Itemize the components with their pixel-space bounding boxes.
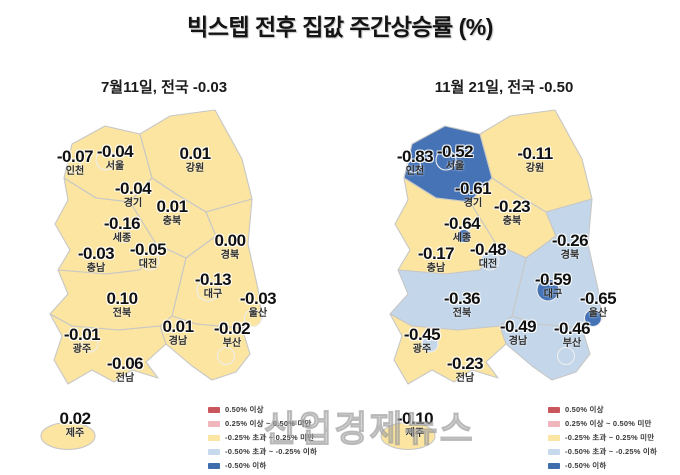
legend-item: 0.50% 이상 bbox=[548, 404, 678, 415]
legend-item-label: 0.50% 이상 bbox=[225, 405, 264, 414]
legend-item: -0.25% 초과 ~ 0.25% 미만 bbox=[208, 432, 338, 443]
color-legend: 0.50% 이상 0.25% 이상 ~ 0.50% 미만 -0.25% 초과 ~… bbox=[208, 404, 338, 474]
legend-item: 0.25% 이상 ~ 0.50% 미만 bbox=[548, 418, 678, 429]
legend-item: -0.50% 초과 ~ -0.25% 이하 bbox=[548, 446, 678, 457]
legend-color-chip bbox=[548, 434, 560, 441]
legend-item-label: 0.50% 이상 bbox=[565, 405, 604, 414]
color-legend: 0.50% 이상 0.25% 이상 ~ 0.50% 미만 -0.25% 초과 ~… bbox=[548, 404, 678, 474]
korea-map-svg bbox=[380, 109, 603, 451]
legend-color-chip bbox=[208, 434, 220, 441]
region-shape-seoul bbox=[95, 149, 117, 171]
korea-map-november bbox=[350, 104, 650, 454]
legend-color-chip bbox=[548, 448, 560, 455]
region-shape-daejeon bbox=[480, 251, 500, 271]
region-shape-gwangju bbox=[421, 335, 439, 353]
korea-map-svg bbox=[40, 109, 263, 451]
region-shape-seoul bbox=[435, 149, 457, 171]
legend-item-label: 0.25% 이상 ~ 0.50% 미만 bbox=[225, 419, 312, 428]
legend-item-label: -0.50% 이하 bbox=[225, 461, 267, 470]
map-subtitle-november: 11월 21일, 전국 -0.50 bbox=[434, 79, 574, 96]
region-shape-jeonnam bbox=[49, 313, 167, 385]
region-shape-sejong bbox=[456, 228, 472, 244]
region-shape-gwangju bbox=[81, 335, 99, 353]
legend-item-label: -0.50% 이하 bbox=[565, 461, 607, 470]
legend-item-label: -0.25% 초과 ~ 0.25% 미만 bbox=[565, 433, 655, 442]
legend-item: 0.25% 이상 ~ 0.50% 미만 bbox=[208, 418, 338, 429]
region-shape-daegu bbox=[536, 278, 560, 302]
region-shape-jeju bbox=[40, 421, 96, 451]
region-shape-ulsan bbox=[583, 308, 603, 328]
legend-item: 0.50% 이상 bbox=[208, 404, 338, 415]
legend-item: -0.50% 이하 bbox=[548, 460, 678, 471]
legend-color-chip bbox=[208, 462, 220, 469]
legend-color-chip bbox=[548, 462, 560, 469]
map-subtitle-july: 7월11일, 전국 -0.03 bbox=[100, 79, 228, 96]
region-shape-daegu bbox=[196, 278, 220, 302]
region-shape-daejeon bbox=[140, 251, 160, 271]
map-panel-november: 11월 21일, 전국 -0.50 -0.83 인 bbox=[362, 76, 680, 472]
region-shape-incheon bbox=[406, 158, 422, 174]
page-title: 빅스텝 전후 집값 주간상승률 (%) bbox=[187, 14, 493, 40]
legend-item-label: -0.50% 초과 ~ -0.25% 이하 bbox=[225, 447, 318, 456]
region-shape-sejong bbox=[116, 228, 132, 244]
legend-color-chip bbox=[208, 406, 220, 413]
legend-item-label: -0.50% 초과 ~ -0.25% 이하 bbox=[565, 447, 658, 456]
legend-item: -0.50% 초과 ~ -0.25% 이하 bbox=[208, 446, 338, 457]
region-shape-busan bbox=[216, 346, 236, 366]
legend-item-label: -0.25% 초과 ~ 0.25% 미만 bbox=[225, 433, 315, 442]
map-panel-july: 7월11일, 전국 -0.03 -0.07 인천 bbox=[22, 76, 342, 472]
legend-color-chip bbox=[208, 448, 220, 455]
legend-color-chip bbox=[548, 420, 560, 427]
legend-item: -0.25% 초과 ~ 0.25% 미만 bbox=[548, 432, 678, 443]
region-shape-jeonnam bbox=[389, 313, 507, 385]
legend-item-label: 0.25% 이상 ~ 0.50% 미만 bbox=[565, 419, 652, 428]
region-shape-incheon bbox=[66, 158, 82, 174]
legend-color-chip bbox=[548, 406, 560, 413]
region-shape-busan bbox=[556, 346, 576, 366]
region-shape-jeju bbox=[380, 421, 436, 451]
legend-color-chip bbox=[208, 420, 220, 427]
region-shape-ulsan bbox=[243, 308, 263, 328]
korea-map-july bbox=[10, 104, 310, 454]
legend-item: -0.50% 이하 bbox=[208, 460, 338, 471]
